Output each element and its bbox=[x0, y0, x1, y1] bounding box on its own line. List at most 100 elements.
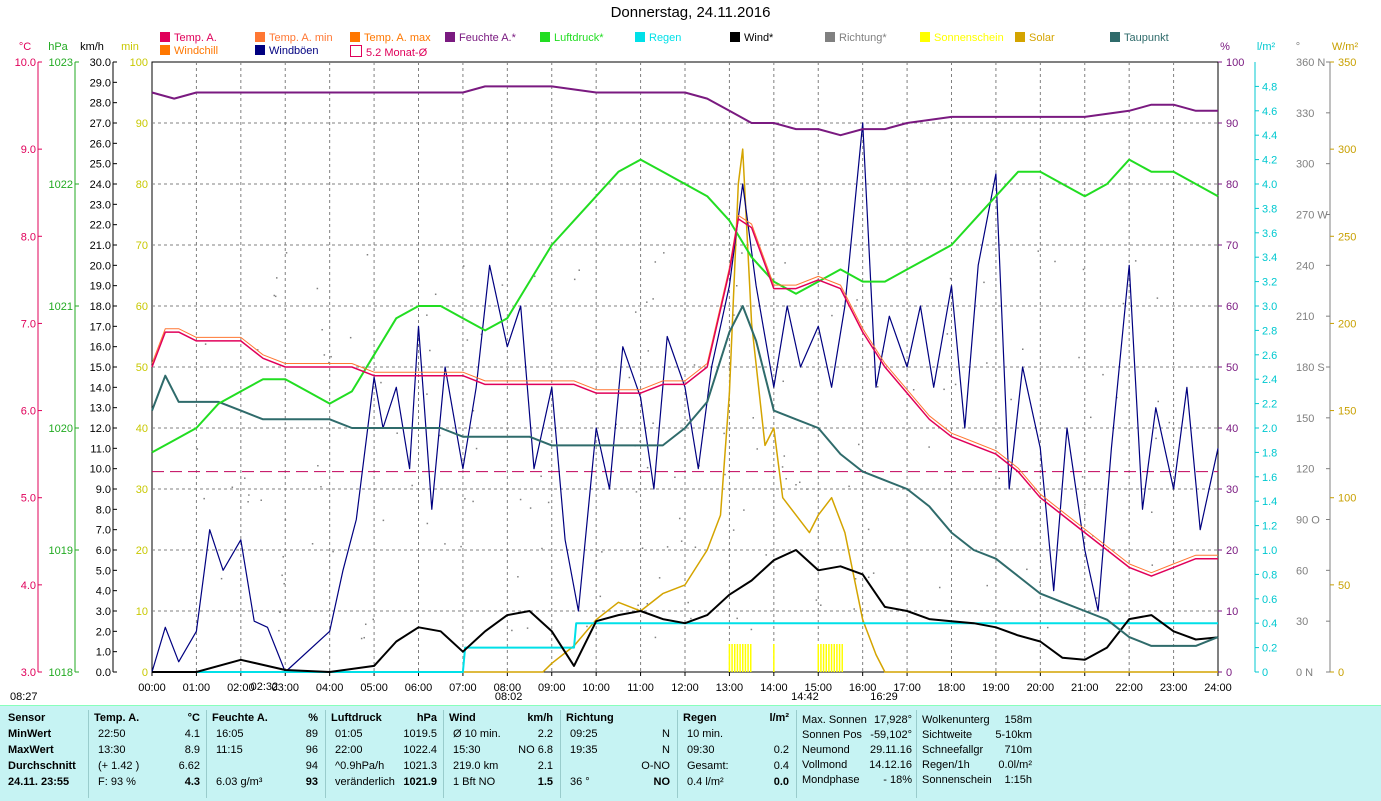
direction-point bbox=[752, 417, 754, 419]
direction-point bbox=[815, 599, 818, 601]
direction-point bbox=[1150, 511, 1153, 513]
rain-unit: l/m² bbox=[1257, 41, 1276, 53]
legend-swatch bbox=[540, 32, 550, 42]
minutes-tick-label: 30 bbox=[136, 484, 148, 496]
wind-tick-label: 5.0 bbox=[96, 565, 111, 577]
rain-tick-label: 4.6 bbox=[1262, 106, 1277, 118]
press-header: Luftdruck bbox=[331, 712, 382, 724]
humidity-tick-label: 60 bbox=[1226, 301, 1238, 313]
legend-label: Windböen bbox=[269, 45, 319, 57]
time-marker-label: 02:32 bbox=[251, 681, 279, 693]
direction-point bbox=[686, 419, 689, 422]
direction-point bbox=[279, 611, 281, 613]
legend-label: Regen bbox=[649, 32, 682, 44]
direction-point bbox=[986, 584, 988, 587]
hum-value: 96 bbox=[305, 744, 318, 756]
direction-point bbox=[475, 447, 478, 450]
time-marker-label: 08:02 bbox=[495, 691, 523, 703]
x-tick-label: 09:00 bbox=[538, 682, 566, 694]
rain-value: 0.2 bbox=[773, 744, 789, 756]
wind-average-line bbox=[152, 549, 1219, 673]
sensor-row-max: MaxWert bbox=[8, 744, 54, 756]
direction-point bbox=[750, 628, 753, 631]
direction-point bbox=[954, 383, 957, 386]
direction-point bbox=[540, 475, 542, 478]
wind-tick-label: 13.0 bbox=[90, 403, 111, 415]
rain-tick-label: 1.8 bbox=[1262, 447, 1277, 459]
sensor-row-current: 24.11. 23:55 bbox=[8, 776, 70, 788]
direction-point bbox=[1157, 400, 1159, 403]
minutes-tick-label: 20 bbox=[136, 545, 148, 557]
x-tick-label: 17:00 bbox=[893, 682, 921, 694]
rain-tick-label: 4.4 bbox=[1262, 130, 1277, 142]
solar-tick-label: 0 bbox=[1338, 667, 1344, 679]
rain-unit: l/m² bbox=[769, 712, 789, 724]
rain-tick-label: 2.4 bbox=[1262, 374, 1277, 386]
pressure-unit: hPa bbox=[48, 41, 68, 53]
wind-tick-label: 15.0 bbox=[90, 362, 111, 374]
direction-tick-label: 330 bbox=[1296, 108, 1314, 120]
temp-tick-label: 3.0 bbox=[21, 667, 36, 679]
direction-point bbox=[637, 604, 639, 607]
temp-label: 22:50 bbox=[98, 728, 126, 740]
direction-tick-label: 150 bbox=[1296, 413, 1314, 425]
legend-label: Temp. A. max bbox=[364, 32, 431, 44]
direction-point bbox=[1039, 581, 1041, 583]
direction-point bbox=[396, 432, 398, 434]
rain-value: 0.4 bbox=[773, 760, 789, 772]
astro-label: Mondphase bbox=[802, 774, 860, 786]
wind-tick-label: 17.0 bbox=[90, 321, 111, 333]
direction-point bbox=[363, 636, 365, 639]
rain-label: 0.4 l/m² bbox=[687, 776, 724, 788]
direction-point bbox=[282, 556, 284, 558]
wind-unit: km/h bbox=[527, 712, 553, 724]
direction-point bbox=[647, 350, 650, 352]
x-tick-label: 01:00 bbox=[183, 682, 211, 694]
weather-label: Schneefallgr bbox=[922, 744, 984, 756]
legend-item: Feuchte A.* bbox=[445, 32, 516, 44]
wind-tick-label: 2.0 bbox=[96, 626, 111, 638]
temp-header: Temp. A. bbox=[94, 712, 140, 724]
direction-point bbox=[658, 577, 661, 579]
direction-point bbox=[444, 543, 446, 545]
x-tick-label: 18:00 bbox=[938, 682, 966, 694]
legend-item: Temp. A. bbox=[160, 32, 217, 44]
direction-point bbox=[938, 586, 941, 589]
direction-point bbox=[853, 608, 855, 610]
weather-value: 158m bbox=[1004, 714, 1032, 726]
pressure-column: Luftdruck hPa 01:05 1019.5 22:00 1022.4 ^0.9hP… bbox=[331, 712, 439, 798]
legend-swatch bbox=[635, 32, 645, 42]
direction-point bbox=[690, 617, 692, 620]
direction-tick-label: 90 O bbox=[1296, 515, 1320, 527]
legend-label: Sonnenschein bbox=[934, 32, 1004, 44]
dewpoint-line bbox=[151, 305, 1219, 647]
x-tick-label: 23:00 bbox=[1160, 682, 1188, 694]
rain-tick-label: 3.2 bbox=[1262, 277, 1277, 289]
temperature-max-line bbox=[151, 214, 1218, 574]
pressure-tick-label: 1022 bbox=[49, 179, 73, 191]
direction-point bbox=[273, 294, 276, 297]
legend-swatch bbox=[1110, 32, 1120, 42]
temp-label: F: 93 % bbox=[98, 776, 136, 788]
x-tick-label: 22:00 bbox=[1115, 682, 1143, 694]
temp-tick-label: 9.0 bbox=[21, 144, 36, 156]
x-tick-label: 20:00 bbox=[1027, 682, 1055, 694]
minutes-tick-label: 0 bbox=[142, 667, 148, 679]
minutes-tick-label: 40 bbox=[136, 423, 148, 435]
direction-point bbox=[472, 500, 474, 503]
direction-point bbox=[678, 517, 681, 520]
hum-value: 89 bbox=[305, 728, 318, 740]
minutes-tick-label: 10 bbox=[136, 606, 148, 618]
direction-point bbox=[615, 423, 617, 426]
wind-label: 1 Bft NO bbox=[453, 776, 496, 788]
sensor-header: Sensor bbox=[8, 712, 46, 724]
legend-item: Temp. A. min bbox=[255, 32, 333, 44]
rain-tick-label: 1.0 bbox=[1262, 545, 1277, 557]
legend-item: Taupunkt bbox=[1110, 32, 1169, 44]
x-tick-label: 15:00 bbox=[804, 682, 832, 694]
direction-point bbox=[781, 466, 784, 468]
direction-point bbox=[460, 545, 462, 548]
direction-point bbox=[529, 507, 532, 509]
x-tick-label: 06:00 bbox=[405, 682, 433, 694]
weather-value: 0.0l/m² bbox=[998, 759, 1032, 771]
